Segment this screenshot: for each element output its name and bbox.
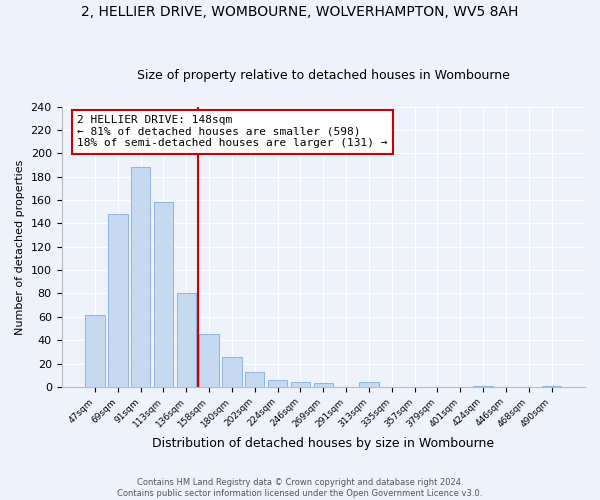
Bar <box>291 382 310 387</box>
Y-axis label: Number of detached properties: Number of detached properties <box>15 159 25 334</box>
Text: 2 HELLIER DRIVE: 148sqm
← 81% of detached houses are smaller (598)
18% of semi-d: 2 HELLIER DRIVE: 148sqm ← 81% of detache… <box>77 115 388 148</box>
Bar <box>108 214 128 387</box>
Bar <box>359 382 379 387</box>
Bar <box>542 386 561 387</box>
Bar <box>245 372 265 387</box>
X-axis label: Distribution of detached houses by size in Wombourne: Distribution of detached houses by size … <box>152 437 494 450</box>
Title: Size of property relative to detached houses in Wombourne: Size of property relative to detached ho… <box>137 69 510 82</box>
Bar <box>176 294 196 387</box>
Bar <box>85 314 105 387</box>
Text: Contains HM Land Registry data © Crown copyright and database right 2024.
Contai: Contains HM Land Registry data © Crown c… <box>118 478 482 498</box>
Text: 2, HELLIER DRIVE, WOMBOURNE, WOLVERHAMPTON, WV5 8AH: 2, HELLIER DRIVE, WOMBOURNE, WOLVERHAMPT… <box>82 5 518 19</box>
Bar <box>268 380 287 387</box>
Bar <box>154 202 173 387</box>
Bar <box>131 168 151 387</box>
Bar <box>314 384 333 387</box>
Bar <box>473 386 493 387</box>
Bar <box>199 334 219 387</box>
Bar <box>222 356 242 387</box>
